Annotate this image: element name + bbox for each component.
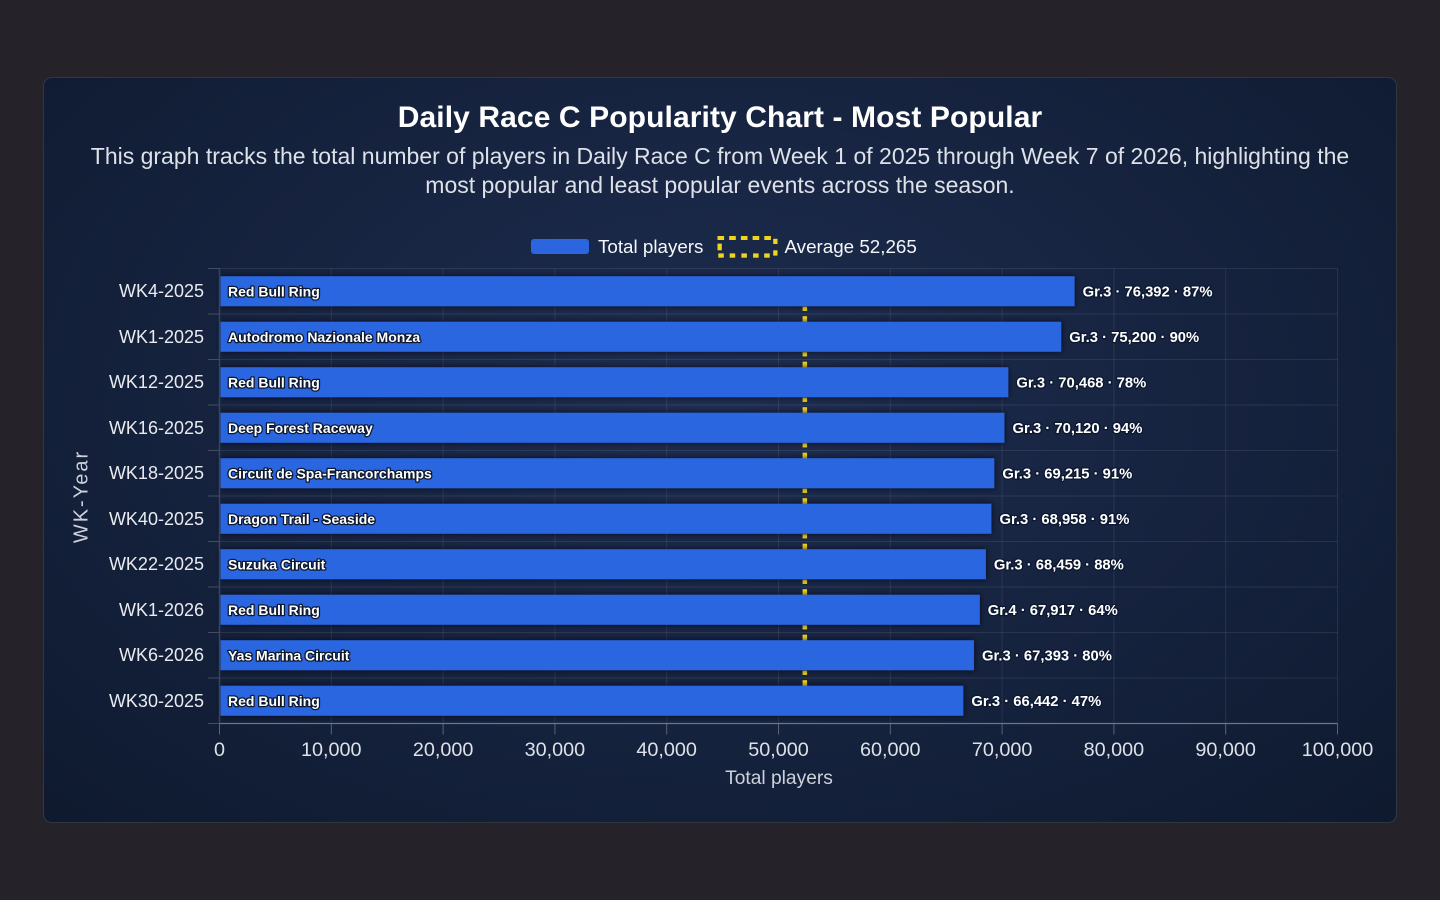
svg-text:Red Bull Ring: Red Bull Ring — [228, 693, 320, 709]
svg-text:Deep Forest Raceway: Deep Forest Raceway — [228, 420, 373, 436]
svg-text:Gr.4 · 67,917 · 64%: Gr.4 · 67,917 · 64% — [988, 603, 1118, 619]
svg-text:Gr.3 · 70,120 · 94%: Gr.3 · 70,120 · 94% — [1012, 421, 1142, 437]
svg-text:Gr.3 · 70,468 · 78%: Gr.3 · 70,468 · 78% — [1016, 376, 1146, 392]
svg-text:Gr.3 · 66,442 · 47%: Gr.3 · 66,442 · 47% — [971, 694, 1101, 710]
svg-text:Dragon Trail - Seaside: Dragon Trail - Seaside — [228, 511, 375, 527]
svg-text:Red Bull Ring: Red Bull Ring — [228, 602, 320, 618]
svg-text:Yas Marina Circuit: Yas Marina Circuit — [228, 647, 350, 663]
svg-text:Red Bull Ring: Red Bull Ring — [228, 374, 320, 390]
svg-text:Gr.3 · 67,393 · 80%: Gr.3 · 67,393 · 80% — [982, 649, 1112, 665]
svg-text:Gr.3 · 69,215 · 91%: Gr.3 · 69,215 · 91% — [1002, 467, 1132, 483]
svg-text:Circuit de Spa-Francorchamps: Circuit de Spa-Francorchamps — [228, 465, 432, 481]
svg-text:Red Bull Ring: Red Bull Ring — [228, 283, 320, 299]
svg-text:Average 52,265: Average 52,265 — [785, 236, 917, 257]
svg-text:Gr.3 · 68,459 · 88%: Gr.3 · 68,459 · 88% — [994, 558, 1124, 574]
svg-text:Gr.3 · 75,200 · 90%: Gr.3 · 75,200 · 90% — [1069, 330, 1199, 346]
svg-text:Suzuka Circuit: Suzuka Circuit — [228, 556, 326, 572]
svg-text:Gr.3 · 68,958 · 91%: Gr.3 · 68,958 · 91% — [999, 512, 1129, 528]
svg-text:Total players: Total players — [598, 236, 703, 257]
svg-text:Gr.3 · 76,392 · 87%: Gr.3 · 76,392 · 87% — [1083, 285, 1213, 301]
svg-text:Autodromo Nazionale Monza: Autodromo Nazionale Monza — [228, 329, 420, 345]
